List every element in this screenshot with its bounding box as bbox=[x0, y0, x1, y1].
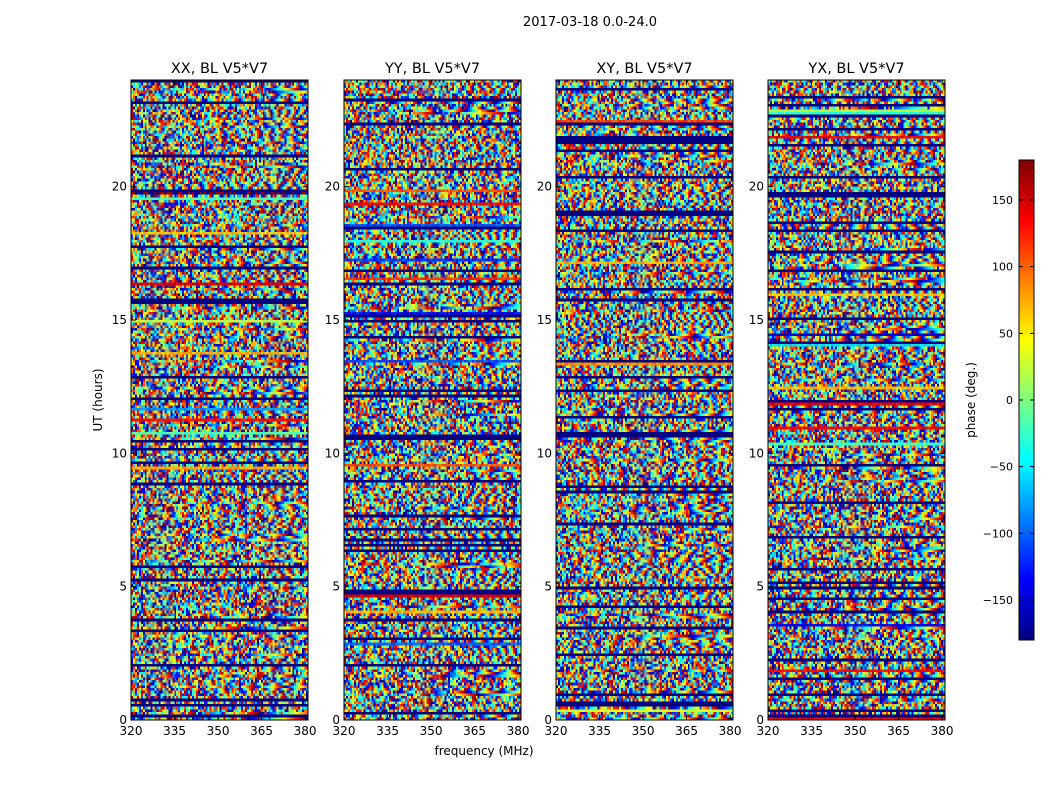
x-tick-label: 335 bbox=[800, 724, 823, 738]
phase-heatmap bbox=[131, 80, 308, 720]
x-tick-label: 380 bbox=[294, 724, 317, 738]
panel-title: XX, BL V5*V7 bbox=[171, 61, 268, 77]
colorbar-tick-label: 0 bbox=[1006, 394, 1013, 407]
y-tick-label: 0 bbox=[332, 713, 340, 727]
panel-2: YY, BL V5*V7 320 335 350 365 380 0 5 10 15 20 bbox=[325, 61, 530, 738]
y-tick-label: 15 bbox=[112, 313, 127, 327]
colorbar-tick-label: 100 bbox=[992, 261, 1013, 274]
phase-heatmap bbox=[344, 80, 521, 720]
colorbar-tick-label: −100 bbox=[983, 527, 1013, 540]
y-tick-label: 5 bbox=[119, 580, 127, 594]
colorbar-tick-label: 50 bbox=[999, 327, 1013, 340]
x-tick-label: 320 bbox=[545, 724, 568, 738]
y-tick-label: 5 bbox=[332, 580, 340, 594]
y-tick-label: 15 bbox=[537, 313, 552, 327]
x-tick-label: 350 bbox=[632, 724, 655, 738]
y-tick-label: 5 bbox=[756, 580, 764, 594]
panel-4: YX, BL V5*V7 320 335 350 365 380 0 5 10 15 20 bbox=[749, 61, 954, 738]
x-axis-label: frequency (MHz) bbox=[434, 744, 533, 758]
colorbar-tick-label: 150 bbox=[992, 194, 1013, 207]
y-tick-label: 5 bbox=[544, 580, 552, 594]
x-tick-label: 365 bbox=[887, 724, 910, 738]
y-tick-label: 20 bbox=[537, 180, 552, 194]
colorbar-tick-label: −50 bbox=[990, 461, 1013, 474]
panel-frame bbox=[343, 79, 522, 721]
colorbar: 150 100 50 0 −50 −100 −150 phase (deg.) bbox=[964, 159, 1035, 641]
y-tick-label: 20 bbox=[749, 180, 764, 194]
phase-heatmap bbox=[556, 80, 733, 720]
y-tick-label: 0 bbox=[119, 713, 127, 727]
panel-title: XY, BL V5*V7 bbox=[596, 61, 692, 77]
y-tick-label: 20 bbox=[112, 180, 127, 194]
panel-title: YX, BL V5*V7 bbox=[807, 61, 904, 77]
x-tick-label: 320 bbox=[120, 724, 143, 738]
y-tick-label: 10 bbox=[537, 446, 552, 460]
x-tick-label: 380 bbox=[719, 724, 742, 738]
x-tick-label: 380 bbox=[931, 724, 954, 738]
x-tick-label: 335 bbox=[376, 724, 399, 738]
figure-title: 2017-03-18 0.0-24.0 bbox=[523, 15, 657, 30]
y-tick-label: 0 bbox=[544, 713, 552, 727]
x-tick-label: 380 bbox=[507, 724, 530, 738]
panel-frame bbox=[555, 79, 734, 721]
y-tick-label: 10 bbox=[325, 446, 340, 460]
y-tick-label: 20 bbox=[325, 180, 340, 194]
x-tick-label: 350 bbox=[844, 724, 867, 738]
y-tick-label: 0 bbox=[756, 713, 764, 727]
x-tick-label: 350 bbox=[207, 724, 230, 738]
panel-frame bbox=[767, 79, 946, 721]
x-tick-label: 365 bbox=[463, 724, 486, 738]
panel-frame bbox=[130, 79, 309, 721]
colorbar-tick-label: −150 bbox=[983, 594, 1013, 607]
x-tick-label: 320 bbox=[757, 724, 780, 738]
y-tick-label: 10 bbox=[112, 446, 127, 460]
y-tick-label: 15 bbox=[325, 313, 340, 327]
x-tick-label: 335 bbox=[163, 724, 186, 738]
y-tick-label: 15 bbox=[749, 313, 764, 327]
panel-3: XY, BL V5*V7 320 335 350 365 380 0 5 10 15 20 bbox=[537, 61, 742, 738]
x-tick-label: 335 bbox=[588, 724, 611, 738]
phase-heatmap bbox=[768, 80, 945, 720]
colorbar-gradient bbox=[1019, 160, 1034, 640]
y-tick-label: 10 bbox=[749, 446, 764, 460]
panel-title: YY, BL V5*V7 bbox=[384, 61, 480, 77]
y-axis-label: UT (hours) bbox=[91, 368, 105, 431]
panel-1: XX, BL V5*V7 320 335 350 365 380 0 5 10 15 20 bbox=[112, 61, 317, 738]
x-tick-label: 320 bbox=[333, 724, 356, 738]
x-tick-label: 365 bbox=[250, 724, 273, 738]
x-tick-label: 350 bbox=[420, 724, 443, 738]
x-tick-label: 365 bbox=[675, 724, 698, 738]
colorbar-label: phase (deg.) bbox=[964, 362, 978, 438]
